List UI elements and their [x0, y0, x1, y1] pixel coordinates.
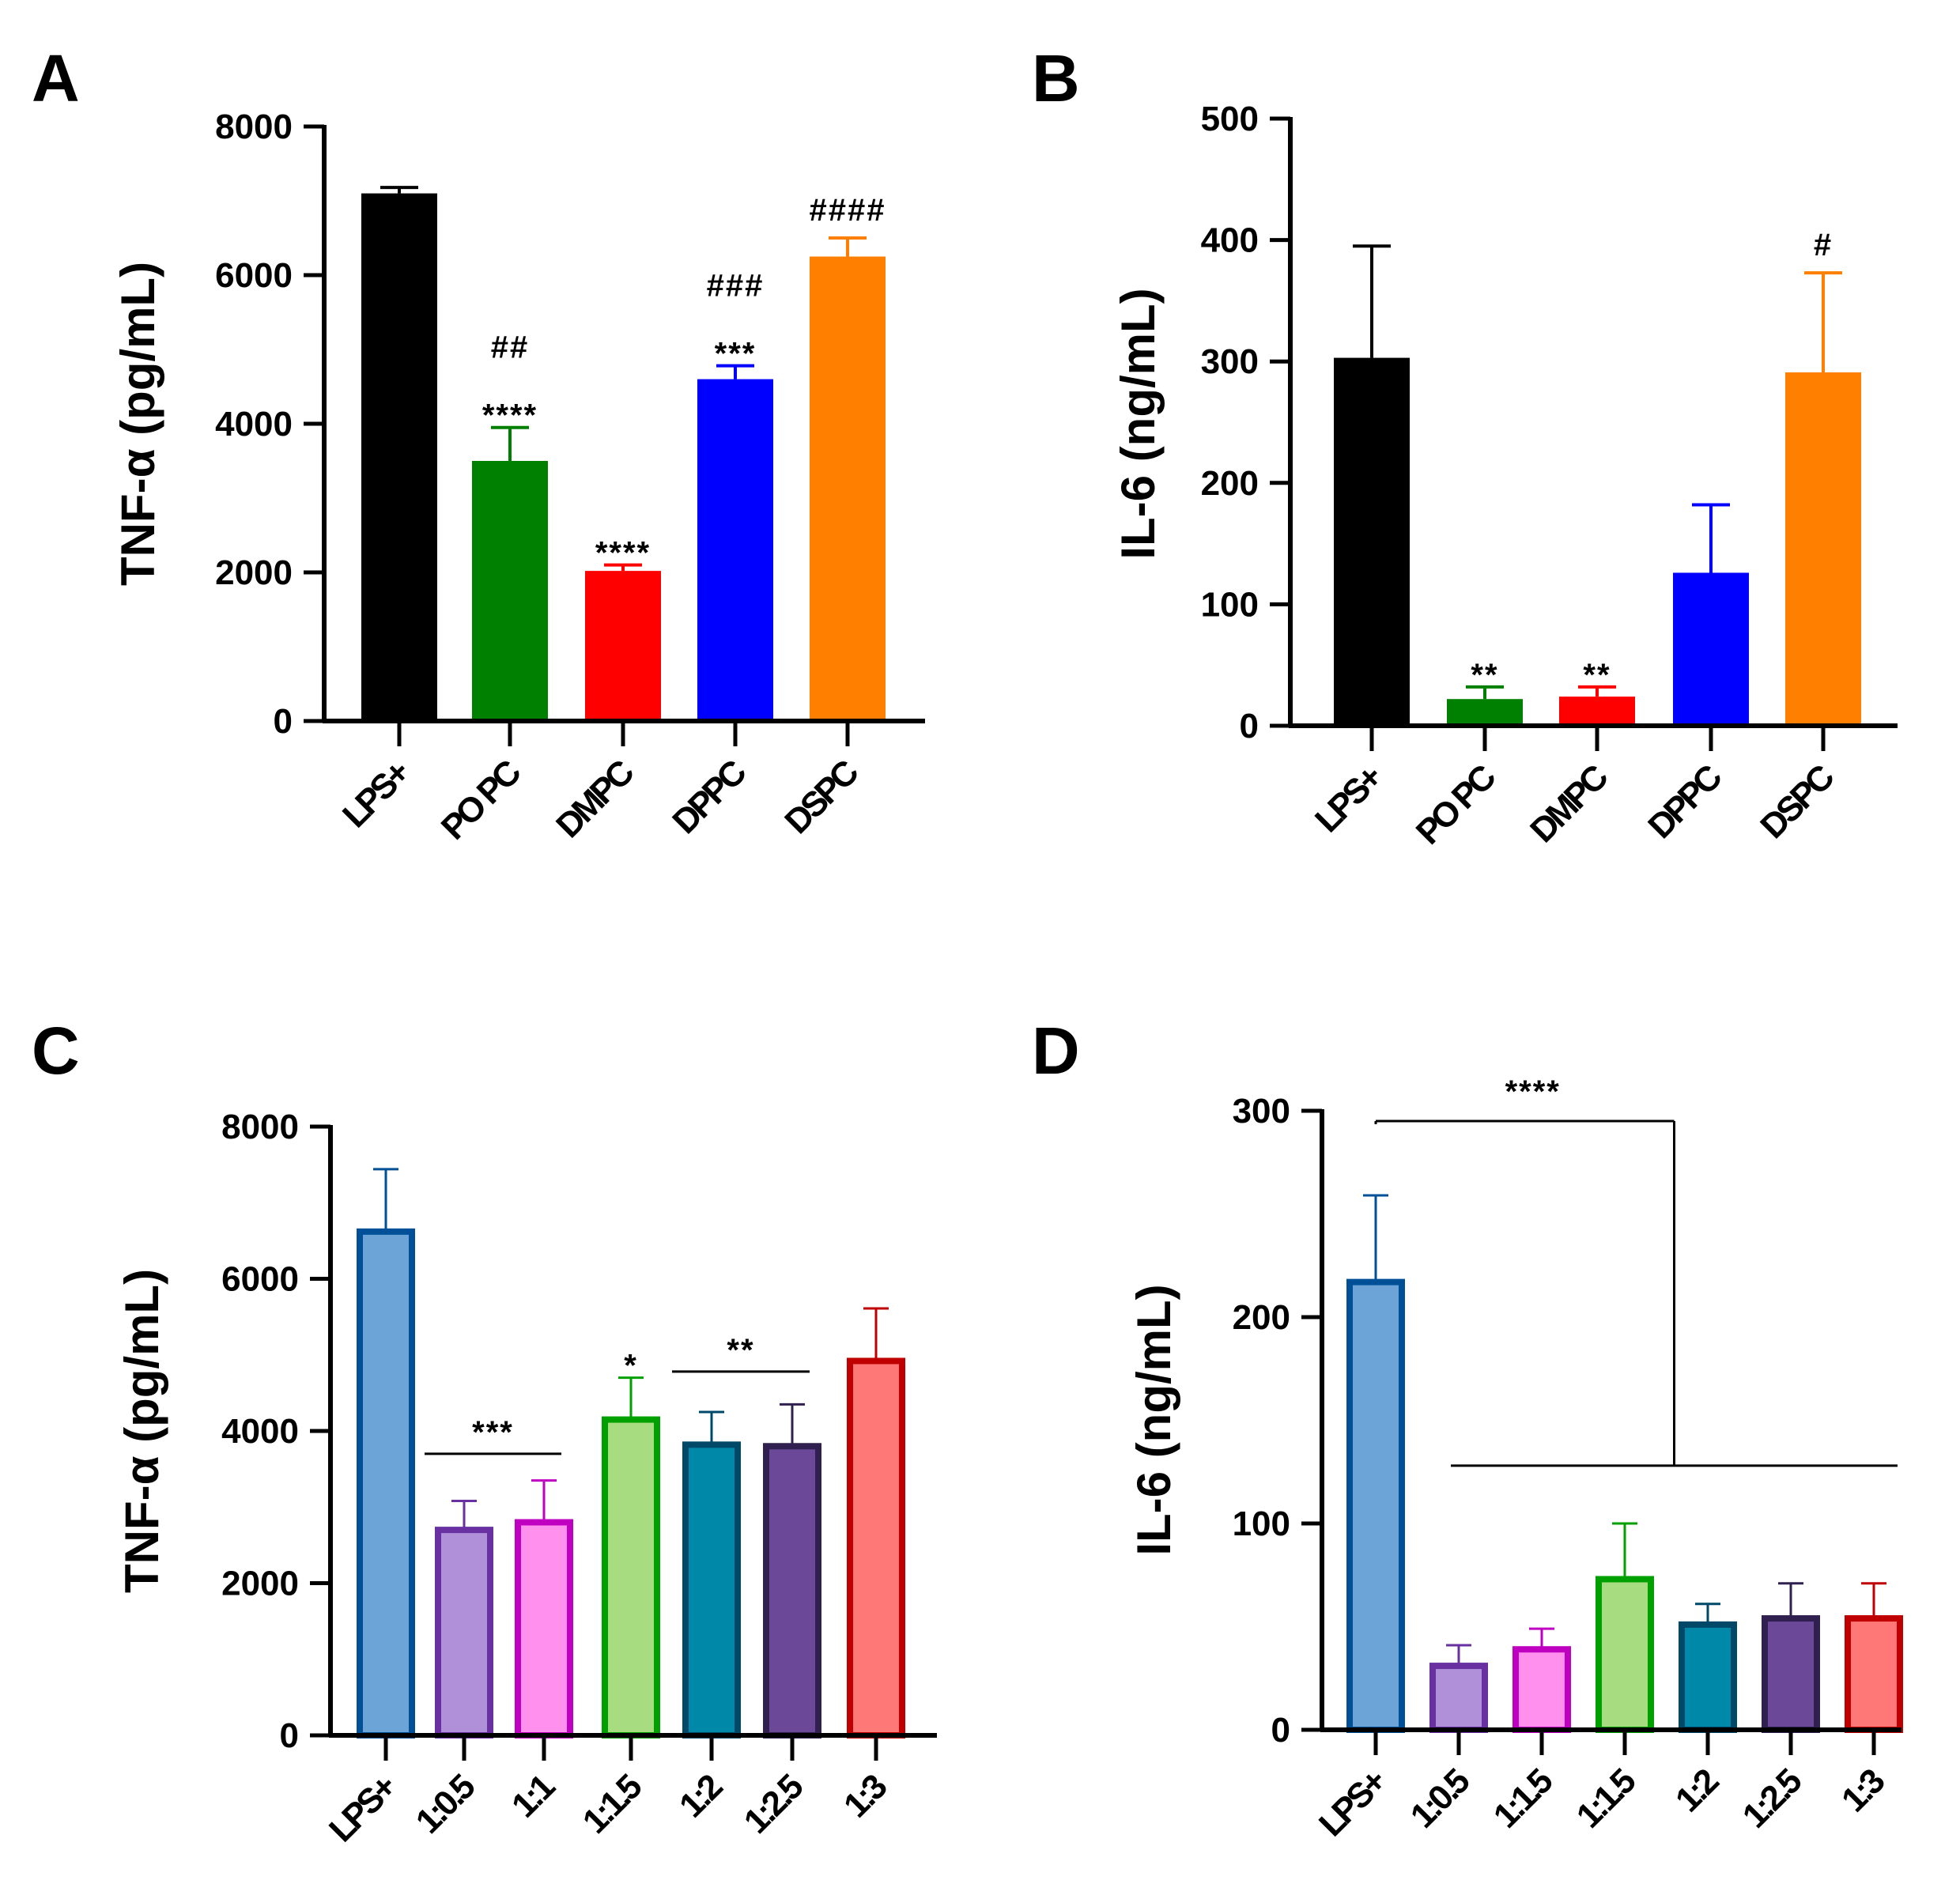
x-tick-label: DPPC [665, 753, 753, 841]
y-tick-label: 2000 [215, 553, 293, 592]
y-tick-label: 2000 [221, 1565, 299, 1603]
y-axis-title: TNF-α (pg/mL) [111, 262, 164, 586]
x-tick-label: LPS+ [1308, 758, 1390, 840]
panel-letter: D [1032, 1014, 1080, 1088]
significance-label: ## [491, 330, 530, 365]
group-bracket-label: **** [1505, 1074, 1561, 1109]
x-tick-label: 1:1.5 [1486, 1761, 1561, 1836]
x-tick-label: 1:1.5 [576, 1767, 650, 1841]
y-tick-label: 0 [274, 702, 293, 741]
significance-label: # [1814, 228, 1833, 262]
panel-letter: B [1032, 41, 1080, 115]
x-tick-label: DSPC [1753, 757, 1841, 846]
panel-c: C TNF-α (pg/mL) 0 2000 4000 6000 8000 LPS+ 1:0.5… [32, 1014, 937, 1849]
y-tick-label: 8000 [221, 1108, 299, 1146]
bar [697, 379, 773, 721]
y-tick-label: 400 [1201, 221, 1259, 260]
significance-label: ### [707, 269, 765, 304]
x-tick-label: 1:3 [836, 1768, 894, 1825]
bar [847, 1357, 905, 1739]
y-tick-label: 0 [280, 1716, 299, 1755]
x-tick-label: LPS+ [1312, 1762, 1394, 1844]
significance-label: **** [482, 398, 538, 433]
y-tick-label: 4000 [215, 405, 293, 444]
x-tick-label: 1:0.5 [1403, 1761, 1478, 1836]
bar [1346, 1278, 1405, 1733]
y-axis-title: IL-6 (ng/mL) [1112, 288, 1165, 559]
bar [1785, 372, 1861, 726]
x-tick-label: 1:2.5 [737, 1767, 811, 1841]
x-tick-label: 1:1 [504, 1767, 563, 1825]
y-tick-label: 300 [1233, 1092, 1290, 1131]
significance-label: * [624, 1349, 638, 1384]
panel-b: B IL-6 (ng/mL) 0 100 200 300 400 500 LPS+ PO PC DM… [1032, 41, 1898, 852]
y-tick-label: 200 [1233, 1298, 1290, 1337]
x-tick-label: 1:2 [672, 1768, 730, 1825]
x-tick-label: 1:3 [1834, 1762, 1892, 1820]
bar [1512, 1646, 1571, 1733]
bar [1429, 1663, 1488, 1734]
bar [1673, 572, 1749, 726]
bar [602, 1416, 660, 1739]
y-tick-label: 6000 [221, 1260, 299, 1299]
x-tick-label: 1:0.5 [409, 1767, 483, 1841]
significance-label: **** [595, 536, 651, 571]
x-tick-label: PO PC [434, 753, 529, 848]
x-tick-label: DMPC [549, 753, 641, 845]
x-tick-label: 1:2.5 [1735, 1761, 1810, 1836]
x-tick-label: PO PC [1409, 757, 1504, 852]
bar [1596, 1576, 1654, 1733]
comparison-label: *** [472, 1415, 514, 1450]
y-axis-title: IL-6 (ng/mL) [1127, 1284, 1180, 1555]
comparison-label: ** [727, 1333, 754, 1368]
x-tick-label: LPS+ [335, 753, 417, 836]
x-tick-label: DMPC [1523, 757, 1615, 850]
bar [435, 1527, 493, 1739]
panel-letter: A [32, 41, 80, 115]
x-tick-label: LPS+ [322, 1768, 404, 1850]
bar [1447, 699, 1523, 726]
y-tick-label: 8000 [215, 108, 293, 146]
significance-label: *** [715, 337, 757, 372]
y-tick-label: 200 [1201, 464, 1259, 503]
y-tick-label: 100 [1233, 1504, 1290, 1543]
bar [515, 1519, 573, 1739]
y-tick-label: 6000 [215, 256, 293, 295]
x-tick-label: DSPC [777, 753, 866, 841]
y-tick-label: 300 [1201, 342, 1259, 381]
significance-label: #### [810, 193, 886, 228]
x-tick-label: DPPC [1641, 757, 1729, 846]
significance-label: ** [1471, 658, 1498, 693]
bar [361, 193, 437, 722]
significance-label: ** [1583, 658, 1611, 693]
y-tick-label: 0 [1240, 707, 1259, 746]
bar [1679, 1621, 1737, 1733]
bar [1559, 697, 1635, 726]
panel-letter: C [32, 1014, 80, 1088]
bar [810, 256, 886, 721]
x-tick-label: 1:1.5 [1569, 1761, 1644, 1836]
bar [357, 1228, 415, 1739]
y-tick-label: 100 [1201, 585, 1259, 624]
bar [1762, 1615, 1820, 1734]
y-tick-label: 4000 [221, 1412, 299, 1451]
bar [763, 1443, 821, 1739]
bar [472, 461, 548, 721]
y-axis-title: TNF-α (pg/mL) [115, 1269, 168, 1593]
bar [1334, 357, 1410, 726]
bar [682, 1441, 741, 1739]
bar [1845, 1615, 1903, 1734]
y-tick-label: 500 [1201, 100, 1259, 138]
x-tick-label: 1:2 [1668, 1762, 1726, 1820]
panel-a: A TNF-α (pg/mL) 0 2000 4000 6000 8000 LPS+ PO PC… [32, 41, 925, 848]
y-tick-label: 0 [1271, 1711, 1290, 1750]
bar [585, 571, 661, 721]
